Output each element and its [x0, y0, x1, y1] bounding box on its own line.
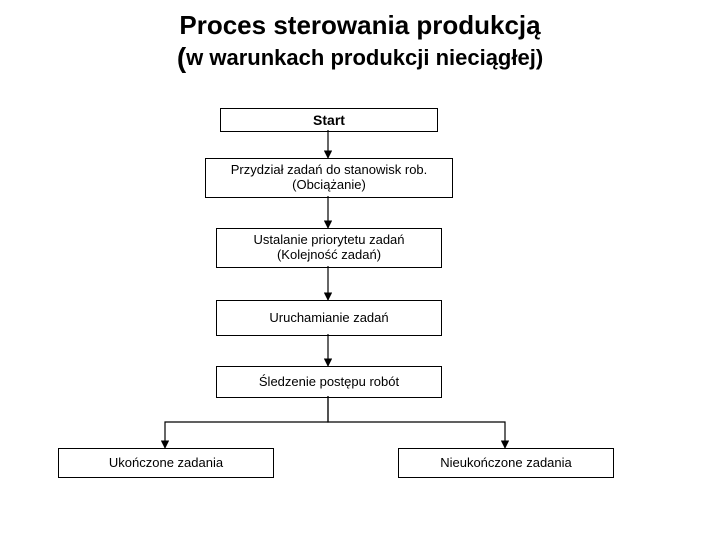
- node-assign-label2: (Obciążanie): [292, 178, 366, 193]
- title-paren: (: [177, 42, 186, 73]
- title-line2: (w warunkach produkcji nieciągłej): [0, 42, 720, 74]
- node-priority-label2: (Kolejność zadań): [277, 248, 381, 263]
- node-assign: Przydział zadań do stanowisk rob. (Obcią…: [205, 158, 453, 198]
- node-done-label1: Ukończone zadania: [109, 456, 223, 471]
- node-start-label: Start: [313, 112, 345, 128]
- node-priority: Ustalanie priorytetu zadań (Kolejność za…: [216, 228, 442, 268]
- edge-track-to-undone: [328, 396, 505, 448]
- node-launch-label1: Uruchamianie zadań: [269, 311, 388, 326]
- title-line1: Proces sterowania produkcją: [0, 10, 720, 41]
- node-undone: Nieukończone zadania: [398, 448, 614, 478]
- node-track: Śledzenie postępu robót: [216, 366, 442, 398]
- node-done: Ukończone zadania: [58, 448, 274, 478]
- node-track-label1: Śledzenie postępu robót: [259, 375, 399, 390]
- node-priority-label1: Ustalanie priorytetu zadań: [253, 233, 404, 248]
- node-assign-label1: Przydział zadań do stanowisk rob.: [231, 163, 428, 178]
- node-launch: Uruchamianie zadań: [216, 300, 442, 336]
- node-undone-label1: Nieukończone zadania: [440, 456, 572, 471]
- title-line2-text: w warunkach produkcji nieciągłej): [186, 45, 543, 70]
- edge-track-to-done: [165, 396, 328, 448]
- node-start: Start: [220, 108, 438, 132]
